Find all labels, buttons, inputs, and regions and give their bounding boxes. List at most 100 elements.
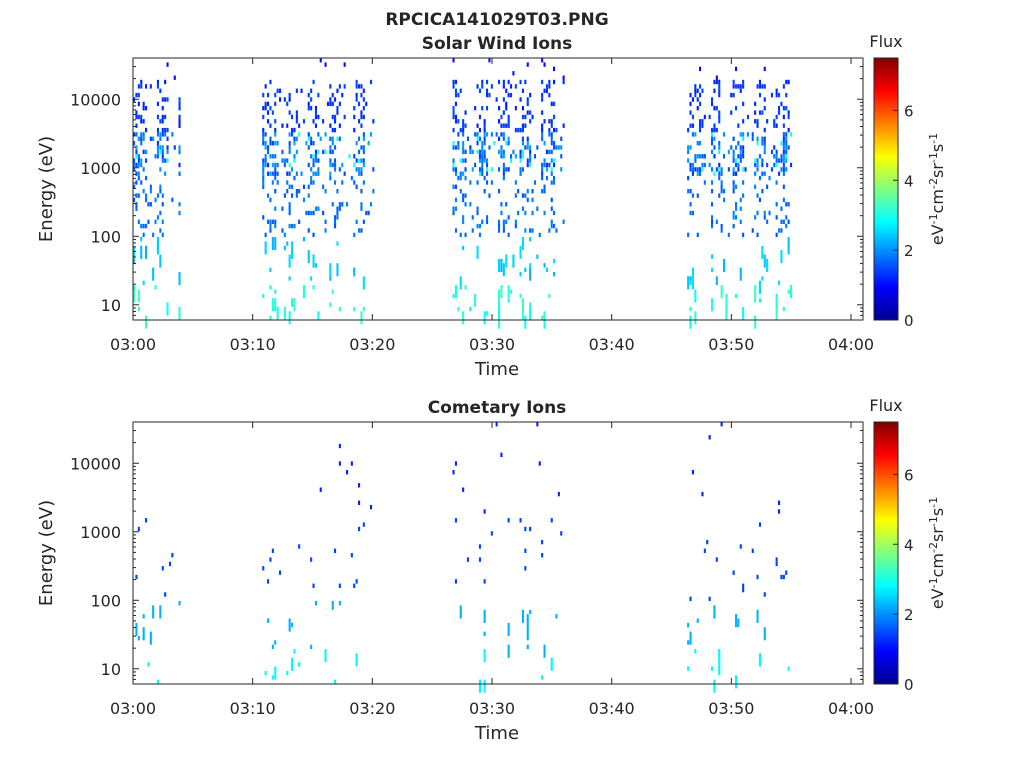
flux-cell (694, 154, 697, 159)
flux-cell (703, 180, 706, 185)
flux-cell (696, 141, 699, 146)
flux-cell (785, 154, 788, 159)
flux-cell (723, 197, 726, 203)
flux-cell (696, 193, 699, 198)
flux-cell (152, 232, 155, 238)
flux-cell (457, 175, 460, 181)
flux-cell (317, 132, 320, 137)
y-tick-label: 1000 (80, 159, 121, 178)
flux-cell (353, 127, 356, 133)
panel-title: Solar Wind Ions (422, 34, 573, 54)
flux-cell (742, 154, 745, 159)
flux-cell (543, 141, 546, 146)
flux-cell (514, 219, 517, 224)
flux-cell (486, 132, 489, 137)
flux-cell (291, 622, 294, 628)
flux-cell (694, 88, 697, 93)
flux-cell (135, 202, 138, 207)
flux-cell (775, 215, 778, 220)
y-tick-label: 10 (101, 660, 121, 679)
flux-cell (462, 193, 465, 198)
flux-cell (785, 215, 788, 220)
flux-cell (751, 228, 754, 233)
flux-cell (715, 280, 718, 286)
flux-cell (495, 132, 498, 137)
flux-cell (490, 167, 493, 172)
flux-cell (452, 110, 455, 115)
flux-cell (687, 127, 690, 133)
flux-cell (137, 162, 140, 168)
flux-cell (699, 167, 702, 172)
flux-cell (307, 193, 310, 198)
flux-cell (338, 443, 341, 449)
flux-cell (469, 202, 472, 207)
flux-cell (550, 219, 553, 224)
flux-cell (464, 193, 467, 198)
flux-cell (541, 58, 544, 63)
flux-cell (526, 62, 529, 67)
flux-cell (761, 189, 764, 194)
flux-cell (548, 162, 551, 168)
flux-cell (295, 171, 298, 176)
flux-cell (701, 88, 704, 93)
x-tick-label: 03:00 (110, 699, 156, 718)
flux-cell (766, 184, 769, 189)
flux-cell (775, 158, 778, 163)
flux-cell (269, 223, 272, 229)
flux-cell (358, 500, 361, 505)
flux-cell (519, 518, 522, 523)
flux-cell (770, 167, 773, 172)
flux-cell (500, 149, 503, 155)
flux-cell (756, 167, 759, 172)
flux-cell (780, 219, 783, 224)
flux-cell (276, 306, 279, 320)
flux-cell (135, 123, 138, 128)
flux-cell (271, 675, 274, 680)
flux-cell (262, 92, 265, 98)
flux-cell (763, 136, 766, 141)
flux-cell (140, 114, 143, 120)
flux-cell (362, 306, 365, 312)
flux-cell (135, 110, 138, 115)
flux-cell (754, 315, 757, 329)
flux-cell (264, 141, 267, 146)
flux-cell (526, 162, 529, 168)
flux-cell (486, 79, 489, 85)
flux-cell (502, 84, 505, 89)
flux-cell (286, 180, 289, 185)
flux-cell (343, 114, 346, 120)
flux-cell (737, 167, 740, 172)
flux-cell (274, 92, 277, 98)
flux-cell (541, 110, 544, 115)
flux-cell (454, 167, 457, 172)
flux-cell (262, 175, 265, 181)
flux-cell (775, 114, 778, 120)
flux-cell (310, 97, 313, 102)
flux-cell (486, 92, 489, 98)
flux-cell (312, 210, 315, 216)
flux-cell (521, 298, 524, 312)
flux-cell (502, 167, 505, 172)
flux-cell (500, 114, 503, 120)
flux-cell (288, 276, 291, 281)
flux-cell (331, 149, 334, 155)
flux-cell (727, 232, 730, 238)
flux-cell (524, 145, 527, 150)
flux-cell (476, 123, 479, 128)
flux-cell (331, 101, 334, 107)
flux-cell (723, 189, 726, 194)
flux-cell (502, 219, 505, 224)
flux-cell (286, 670, 289, 676)
flux-cell (785, 79, 788, 85)
flux-cell (754, 215, 757, 220)
flux-cell (526, 145, 529, 150)
flux-cell (687, 276, 690, 290)
flux-cell (775, 306, 778, 320)
flux-cell (727, 167, 730, 172)
flux-cell (267, 171, 270, 176)
flux-cell (288, 110, 291, 115)
flux-cell (288, 149, 291, 155)
flux-cell (360, 158, 363, 163)
flux-cell (782, 123, 785, 128)
flux-cell (715, 219, 718, 224)
